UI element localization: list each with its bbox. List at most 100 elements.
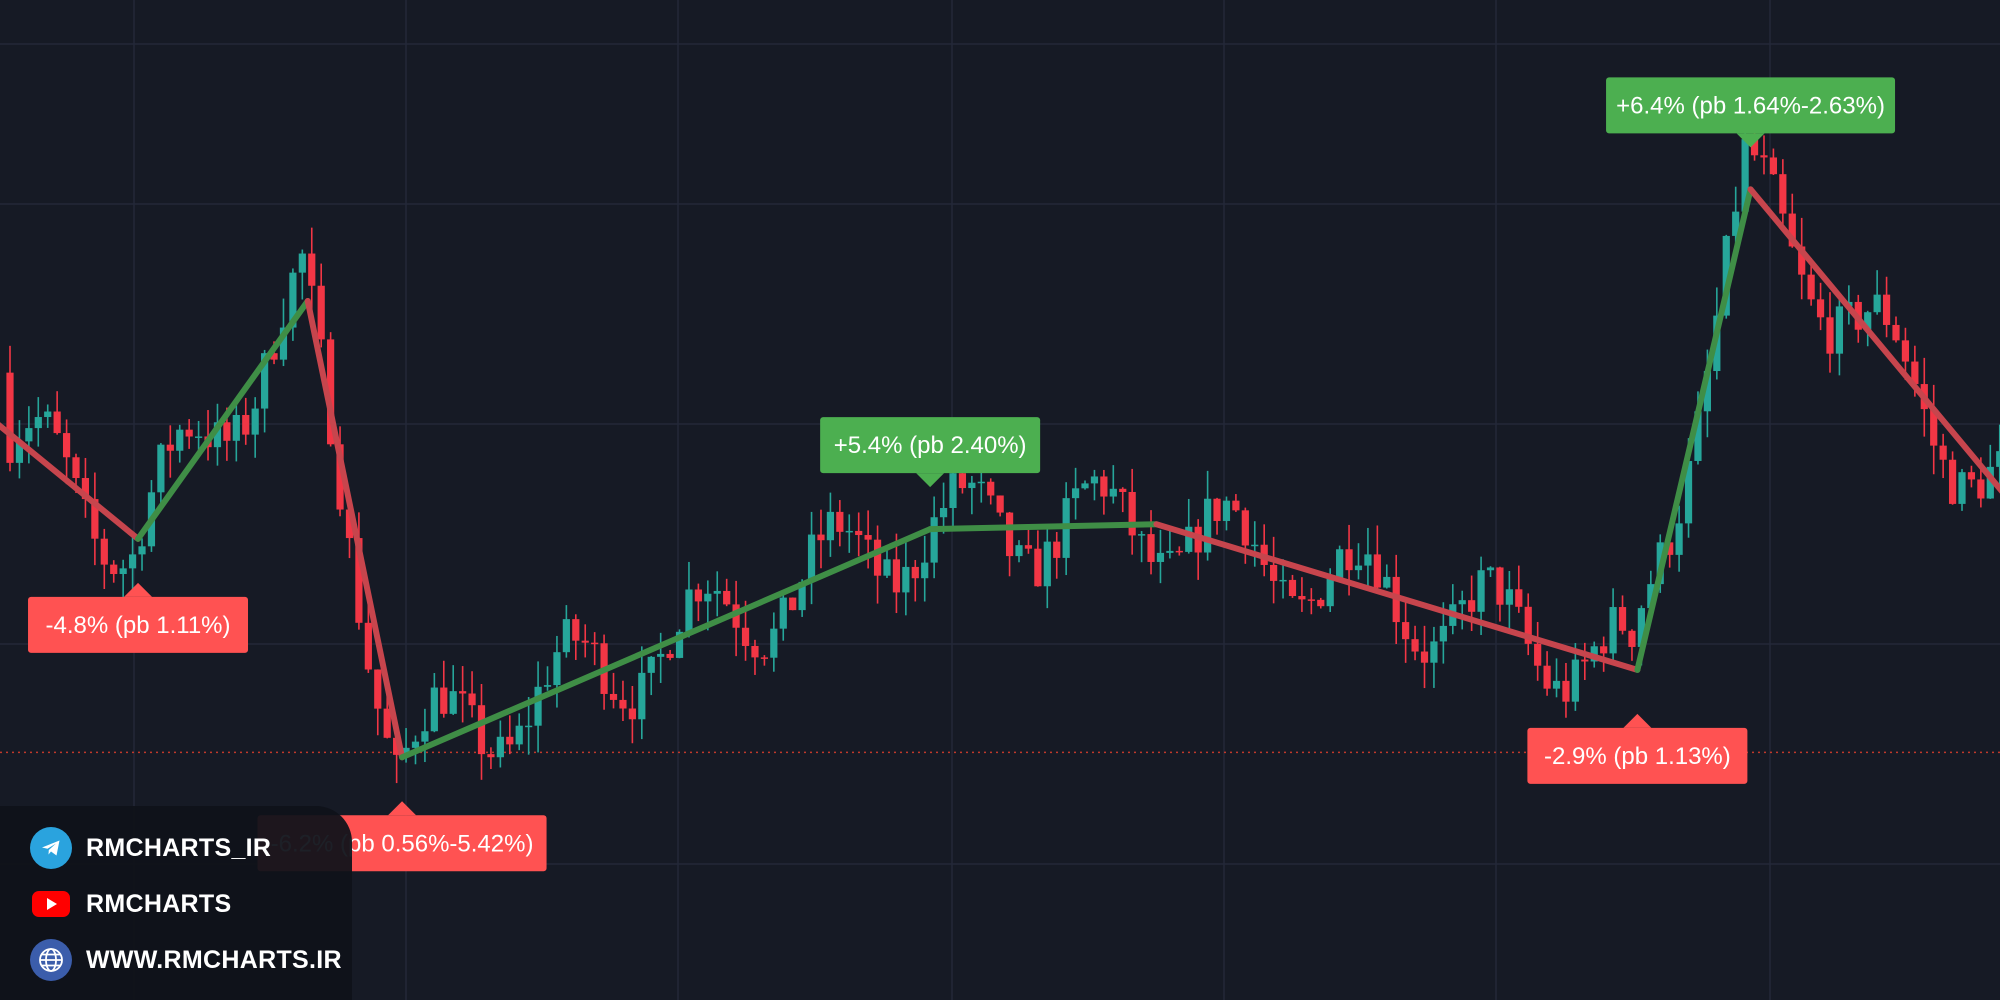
candle-body bbox=[883, 559, 891, 576]
swing-label-2: +5.4% (pb 2.40%) bbox=[820, 417, 1041, 488]
candles bbox=[6, 116, 2000, 784]
candle-body bbox=[1279, 579, 1287, 582]
candle-body bbox=[421, 731, 429, 742]
candle-body bbox=[543, 685, 552, 687]
swing-label-text: +6.4% (pb 1.64%-2.63%) bbox=[1616, 92, 1885, 119]
candle-body bbox=[1468, 600, 1476, 612]
candle-body bbox=[1411, 639, 1419, 652]
candle-body bbox=[1571, 659, 1579, 702]
candle-body bbox=[657, 653, 665, 657]
candle-body bbox=[1618, 607, 1627, 631]
candle-body bbox=[25, 428, 33, 442]
candle-body bbox=[1779, 174, 1787, 214]
candle-body bbox=[977, 481, 985, 484]
candle-body bbox=[487, 754, 495, 758]
candle-body bbox=[921, 562, 929, 579]
candle-body bbox=[1732, 211, 1740, 236]
website-link[interactable]: WWW.RMCHARTS.IR bbox=[30, 938, 342, 982]
swing-label-pointer bbox=[1623, 713, 1652, 728]
candle-body bbox=[562, 619, 570, 653]
candle-body bbox=[459, 691, 467, 694]
candle-body bbox=[468, 693, 476, 706]
candle-body bbox=[1128, 491, 1136, 536]
candle-body bbox=[176, 429, 184, 451]
swing-label-pointer bbox=[1736, 133, 1765, 148]
candle-body bbox=[1996, 451, 2000, 467]
candle-body bbox=[1175, 550, 1183, 553]
candle-body bbox=[298, 253, 306, 273]
candle-body bbox=[1930, 409, 1938, 446]
candle-body bbox=[1034, 548, 1042, 587]
candle-body bbox=[1336, 549, 1344, 579]
candle-body bbox=[1326, 578, 1334, 607]
candle-body bbox=[1119, 488, 1127, 492]
candle-body bbox=[355, 538, 363, 623]
candle-body bbox=[1600, 646, 1608, 654]
candle-body bbox=[685, 589, 693, 632]
candle-body bbox=[817, 534, 825, 541]
candle-body bbox=[374, 669, 382, 709]
candle-body bbox=[751, 645, 759, 658]
telegram-icon bbox=[30, 827, 72, 869]
candle-body bbox=[1637, 608, 1645, 647]
candle-body bbox=[1882, 294, 1891, 325]
swing-label-text: +5.4% (pb 2.40%) bbox=[834, 432, 1027, 459]
candle-body bbox=[128, 554, 137, 569]
candle-body bbox=[1071, 488, 1080, 499]
candle-body bbox=[1213, 498, 1221, 521]
candle-body bbox=[270, 353, 278, 360]
candle-body bbox=[1864, 312, 1872, 330]
candle-body bbox=[195, 436, 203, 438]
candle-body bbox=[383, 708, 391, 738]
swing-label-0: -4.8% (pb 1.11%) bbox=[28, 582, 249, 653]
candle-body bbox=[628, 708, 636, 720]
candle-body bbox=[581, 640, 589, 643]
candle-body bbox=[1703, 371, 1711, 412]
youtube-link[interactable]: RMCHARTS bbox=[30, 882, 231, 926]
swing-label-pointer bbox=[124, 582, 153, 597]
candle-body bbox=[327, 339, 335, 445]
candle-body bbox=[242, 414, 250, 435]
candle-body bbox=[1977, 479, 1985, 499]
candle-body bbox=[1534, 643, 1542, 666]
candle-body bbox=[279, 327, 288, 360]
candle-body bbox=[1317, 599, 1325, 607]
candle-body bbox=[1090, 476, 1099, 484]
candle-body bbox=[1383, 576, 1391, 588]
candle-body bbox=[1798, 246, 1806, 275]
candle-body bbox=[185, 429, 193, 437]
swing-label-text: -2.9% (pb 1.13%) bbox=[1544, 743, 1731, 770]
candle-body bbox=[1986, 466, 1994, 499]
candle-body bbox=[741, 627, 750, 646]
candle-body bbox=[1043, 541, 1051, 587]
candle-body bbox=[53, 411, 61, 434]
candle-body bbox=[902, 566, 910, 593]
candle-body bbox=[1609, 607, 1617, 654]
candle-body bbox=[1222, 500, 1231, 521]
candle-body bbox=[638, 672, 646, 720]
candle-body bbox=[1024, 545, 1033, 549]
telegram-link[interactable]: RMCHARTS_IR bbox=[30, 826, 271, 870]
candle-body bbox=[845, 530, 853, 533]
swing-label-3: -2.9% (pb 1.13%) bbox=[1527, 713, 1748, 784]
candle-body bbox=[515, 725, 523, 745]
candle-body bbox=[440, 687, 448, 714]
candle-body bbox=[723, 590, 731, 605]
candle-body bbox=[1750, 139, 1759, 156]
candle-body bbox=[958, 473, 967, 489]
zigzag-lines bbox=[0, 186, 2000, 761]
youtube-icon bbox=[30, 883, 72, 925]
swing-label-pointer bbox=[916, 473, 945, 488]
candle-body bbox=[713, 590, 721, 594]
candle-body bbox=[1826, 317, 1834, 354]
candle-body bbox=[930, 517, 938, 563]
globe-icon bbox=[30, 939, 72, 981]
candle-body bbox=[1307, 599, 1315, 601]
candle-body bbox=[1543, 665, 1551, 689]
candle-body bbox=[317, 285, 325, 340]
candle-body bbox=[760, 657, 768, 659]
candle-body bbox=[1232, 500, 1240, 511]
candle-body bbox=[166, 444, 174, 451]
swing-label-box bbox=[1527, 727, 1748, 784]
candle-body bbox=[393, 737, 401, 755]
